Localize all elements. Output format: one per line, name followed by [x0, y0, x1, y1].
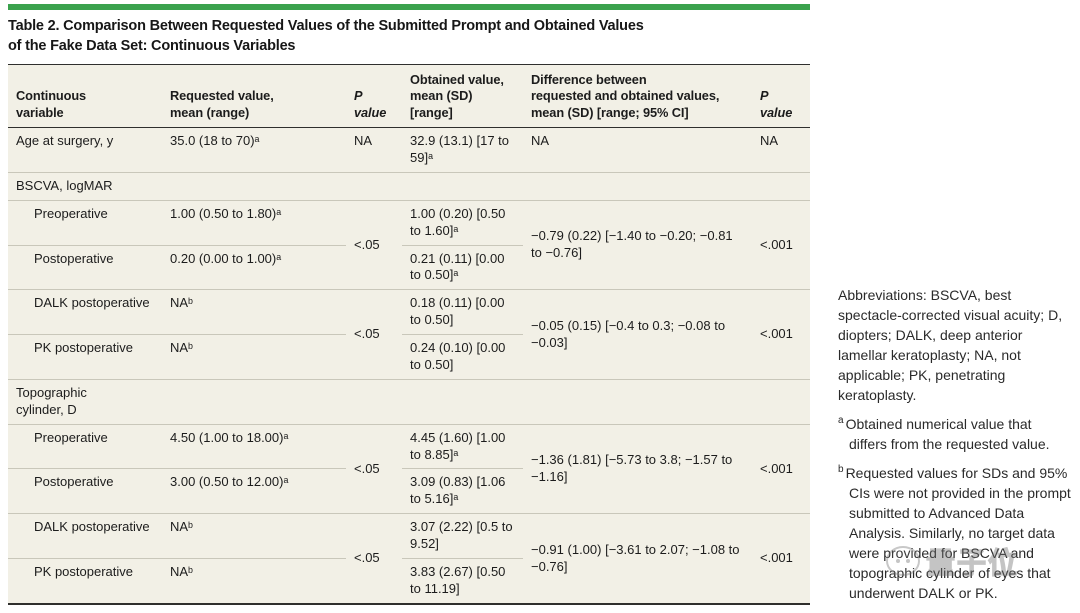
cell-obtained: 3.07 (2.22) [0.5 to 9.52] [402, 513, 523, 560]
cell-p-value-2-merged: <.001 [760, 550, 793, 566]
col-header-difference: Difference between requested and obtaine… [523, 64, 752, 129]
cell-variable: DALK postoperative [8, 513, 162, 560]
cell-difference-merged: −0.91 (1.00) [−3.61 to 2.07; −1.08 to −0… [531, 541, 740, 574]
table-figure: Table 2. Comparison Between Requested Va… [8, 0, 810, 605]
cell-p-value-2-merged: <.001 [752, 289, 810, 380]
table-row-topo-postoperative: Postoperative 3.00 (0.50 to 12.00)ᵃ 3.09… [8, 468, 810, 515]
cell-variable: PK postoperative [34, 564, 134, 580]
footnote-a-text: Obtained numerical value that differs fr… [845, 416, 1050, 453]
section-label: BSCVA, logMAR [8, 172, 810, 201]
footnote-a-marker: a [838, 415, 844, 427]
col-header-p-value-2: P value [752, 64, 810, 129]
cell-difference-merged: −1.36 (1.81) [−5.73 to 3.8; −1.57 to −1.… [523, 424, 752, 515]
cell-variable: Preoperative [8, 200, 162, 246]
col-header-continuous-variable: Continuous variable [8, 64, 162, 129]
cell-requested: NAᵇ [162, 513, 346, 560]
cell-obtained: 3.83 (2.67) [0.50 to 11.19] [410, 564, 506, 596]
cell-difference-merged: −0.79 (0.22) [−1.40 to −0.20; −0.81 to −… [523, 200, 752, 291]
cell-obtained: 3.09 (0.83) [1.06 to 5.16]ᵃ [402, 468, 523, 515]
cell-obtained: 1.00 (0.20) [0.50 to 1.60]ᵃ [402, 200, 523, 246]
cell-requested: 1.00 (0.50 to 1.80)ᵃ [162, 200, 346, 246]
cell-p-value-2-merged: <.001 [752, 200, 810, 291]
cell-variable: Postoperative [8, 245, 162, 291]
cell-obtained: 0.18 (0.11) [0.00 to 0.50] [402, 289, 523, 336]
cell-obtained: 4.45 (1.60) [1.00 to 8.85]ᵃ [402, 424, 523, 470]
cell-p-value-merged: <.05 [346, 424, 402, 515]
table-row-age: Age at surgery, y 35.0 (18 to 70)ᵃ NA 32… [8, 127, 810, 173]
cell-obtained: 0.21 (0.11) [0.00 to 0.50]ᵃ [402, 245, 523, 291]
cell-variable: Preoperative [8, 424, 162, 470]
section-label: Topographic cylinder, D [8, 379, 810, 425]
cell-p-value-2: NA [752, 127, 810, 173]
cell-requested: 3.00 (0.50 to 12.00)ᵃ [162, 468, 346, 515]
comparison-table: Continuous variable Requested value, mea… [8, 64, 810, 605]
cell-difference: NA [523, 127, 752, 173]
cell-p-value-2-merged: <.001 [752, 424, 810, 515]
table-section-topographic: Topographic cylinder, D [8, 379, 810, 425]
table-title-line2: of the Fake Data Set: Continuous Variabl… [8, 38, 296, 54]
cell-requested: NAᵇ [170, 564, 193, 580]
cell-obtained: 0.24 (0.10) [0.00 to 0.50] [402, 334, 523, 380]
footnote-b-text: Requested values for SDs and 95% CIs wer… [845, 465, 1071, 602]
cell-requested: 35.0 (18 to 70)ᵃ [162, 127, 346, 173]
table-row-topo-pk: PK postoperative NAᵇ 3.83 (2.67) [0.50 t… [8, 559, 810, 604]
cell-variable: PK postoperative [8, 334, 162, 380]
cell-requested: 0.20 (0.00 to 1.00)ᵃ [162, 245, 346, 291]
cell-requested: NAᵇ [162, 334, 346, 380]
cell-p-value-merged: <.05 [354, 550, 380, 566]
footnote-a: a Obtained numerical value that differs f… [838, 414, 1072, 454]
col-header-requested-value: Requested value, mean (range) [162, 64, 346, 129]
table-footnotes-sidebar: Abbreviations: BSCVA, best spectacle-cor… [838, 285, 1072, 612]
table-row-bscva-preoperative: Preoperative 1.00 (0.50 to 1.80)ᵃ <.05 1… [8, 200, 810, 291]
abbreviations-text: Abbreviations: BSCVA, best spectacle-cor… [838, 287, 1063, 404]
table-row-bscva-postoperative: Postoperative 0.20 (0.00 to 1.00)ᵃ 0.21 … [8, 245, 810, 291]
table-header-row: Continuous variable Requested value, mea… [8, 64, 810, 129]
cell-p-value: NA [346, 127, 402, 173]
cell-variable: DALK postoperative [8, 289, 162, 336]
col-header-obtained-value: Obtained value, mean (SD) [range] [402, 64, 523, 129]
table-title: Table 2. Comparison Between Requested Va… [8, 16, 810, 56]
table-row-bscva-dalk: DALK postoperative NAᵇ <.05 0.18 (0.11) … [8, 289, 810, 380]
cell-difference-merged: −0.05 (0.15) [−0.4 to 0.3; −0.08 to −0.0… [523, 289, 752, 380]
cell-variable: Age at surgery, y [8, 127, 162, 173]
table-row-topo-preoperative: Preoperative 4.50 (1.00 to 18.00)ᵃ <.05 … [8, 424, 810, 515]
footnote-b: b Requested values for SDs and 95% CIs we… [838, 463, 1072, 603]
cell-p-value-merged: <.05 [346, 200, 402, 291]
cell-requested: NAᵇ [162, 289, 346, 336]
cell-requested: 4.50 (1.00 to 18.00)ᵃ [162, 424, 346, 470]
cell-obtained: 32.9 (13.1) [17 to 59]ᵃ [402, 127, 523, 173]
table-row-bscva-pk: PK postoperative NAᵇ 0.24 (0.10) [0.00 t… [8, 334, 810, 380]
cell-p-value-merged: <.05 [346, 289, 402, 380]
table-row-topo-dalk: DALK postoperative NAᵇ <.05 3.07 (2.22) … [8, 513, 810, 574]
footnote-b-marker: b [838, 464, 844, 476]
table-section-bscva: BSCVA, logMAR [8, 172, 810, 201]
table-title-line1: Table 2. Comparison Between Requested Va… [8, 18, 644, 34]
col-header-p-value-1: P value [346, 64, 402, 129]
table-accent-bar [8, 4, 810, 10]
cell-variable: Postoperative [8, 468, 162, 515]
